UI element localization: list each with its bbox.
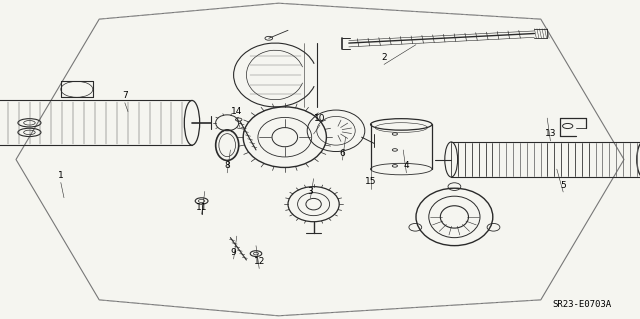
Text: 4: 4: [404, 161, 409, 170]
Text: 5: 5: [561, 181, 566, 189]
Text: 3: 3: [308, 187, 313, 196]
Text: 2: 2: [381, 53, 387, 62]
Text: 7: 7: [122, 91, 127, 100]
Text: 13: 13: [545, 130, 556, 138]
Text: 8: 8: [225, 161, 230, 170]
Text: 10: 10: [314, 114, 326, 122]
Text: 11: 11: [196, 203, 207, 212]
Text: 15: 15: [365, 177, 377, 186]
Text: 6: 6: [340, 149, 345, 158]
Text: 14: 14: [231, 107, 243, 116]
Text: 9: 9: [231, 248, 236, 256]
Text: SR23-E0703A: SR23-E0703A: [552, 300, 611, 309]
Text: 1: 1: [58, 171, 63, 180]
Text: 12: 12: [253, 257, 265, 266]
